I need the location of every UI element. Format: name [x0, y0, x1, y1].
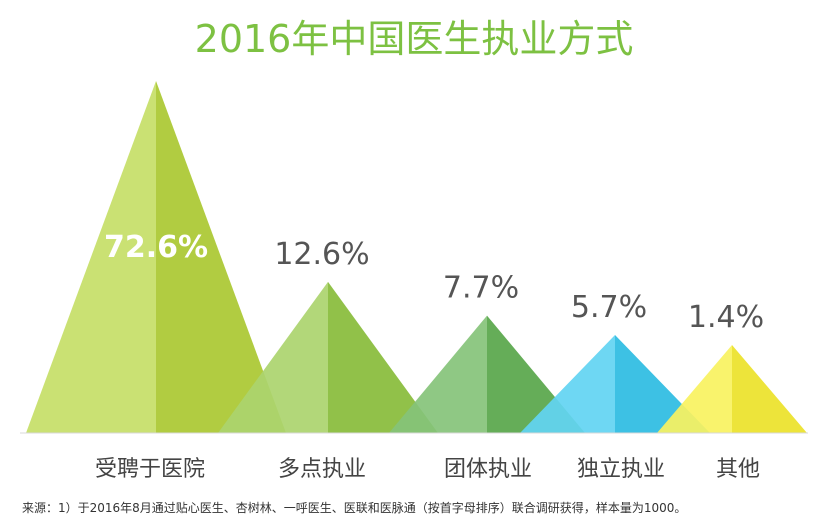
- peak-5-left-face: [657, 345, 732, 433]
- chart-title: 2016年中国医生执业方式: [195, 17, 634, 61]
- peak-3-right-face: [487, 315, 585, 433]
- peak-2-right-face: [328, 281, 438, 433]
- peak-5-right-face: [732, 345, 807, 433]
- category-label: 其他: [716, 457, 760, 482]
- value-label: 7.7%: [443, 271, 519, 306]
- peak-1-left-face: [26, 81, 156, 433]
- category-label: 团体执业: [444, 457, 532, 482]
- peak-2-left-face: [218, 281, 328, 433]
- labels-group: 72.6% 受聘于医院 12.6% 多点执业 7.7% 团体执业 5.7% 独立执业 1.4% 其…: [95, 230, 764, 482]
- value-label: 5.7%: [571, 290, 647, 325]
- peak-4-left-face: [520, 335, 615, 433]
- category-label: 受聘于医院: [95, 457, 205, 482]
- value-label: 72.6%: [104, 230, 208, 265]
- peak-1-right-face: [156, 81, 286, 433]
- category-label: 独立执业: [577, 457, 665, 482]
- source-note: 来源：1）于2016年8月通过贴心医生、杏树林、一呼医生、医联和医脉通（按首字母…: [22, 500, 686, 515]
- peak-3-left-face: [389, 315, 487, 433]
- value-label: 12.6%: [274, 237, 369, 272]
- category-label: 多点执业: [278, 457, 366, 482]
- value-label: 1.4%: [688, 300, 764, 335]
- peaks-group: [26, 81, 807, 433]
